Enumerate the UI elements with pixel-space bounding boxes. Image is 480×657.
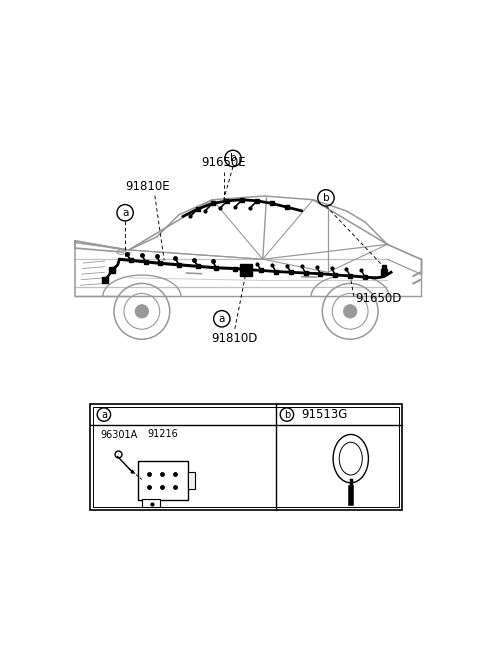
FancyBboxPatch shape [188,472,195,489]
Text: 96301A: 96301A [100,430,137,440]
Circle shape [344,305,357,318]
Text: b: b [323,193,329,203]
Bar [142,499,160,507]
Text: 91810E: 91810E [125,180,170,193]
Circle shape [135,305,148,318]
Text: a: a [218,314,225,324]
Text: 91650D: 91650D [356,292,402,305]
Text: 91650E: 91650E [202,156,246,170]
Ellipse shape [339,442,362,475]
Text: 91810D: 91810D [212,332,258,345]
Text: 91216: 91216 [148,428,179,438]
Bar [90,404,402,510]
Text: b: b [284,409,290,420]
Text: a: a [122,208,128,217]
Text: b: b [229,154,236,164]
Text: 91513G: 91513G [301,408,348,421]
Bar [138,461,188,500]
Bar [93,407,399,507]
Ellipse shape [333,434,369,483]
Text: a: a [101,409,107,420]
